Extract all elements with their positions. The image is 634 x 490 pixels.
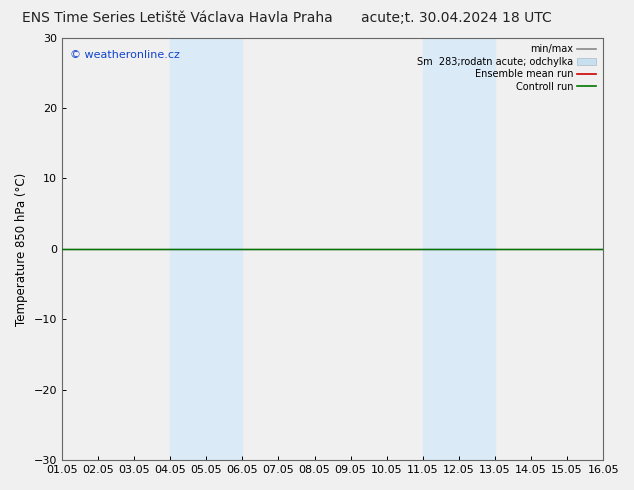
Bar: [423, 38, 495, 460]
Legend: min/max, Sm  283;rodatn acute; odchylka, Ensemble mean run, Controll run: min/max, Sm 283;rodatn acute; odchylka, …: [415, 43, 598, 94]
Text: acute;t. 30.04.2024 18 UTC: acute;t. 30.04.2024 18 UTC: [361, 11, 552, 25]
Text: ENS Time Series Letiště Václava Havla Praha: ENS Time Series Letiště Václava Havla Pr…: [22, 11, 333, 25]
Text: © weatheronline.cz: © weatheronline.cz: [70, 50, 180, 60]
Y-axis label: Temperature 850 hPa (°C): Temperature 850 hPa (°C): [15, 172, 28, 325]
Bar: [170, 38, 242, 460]
